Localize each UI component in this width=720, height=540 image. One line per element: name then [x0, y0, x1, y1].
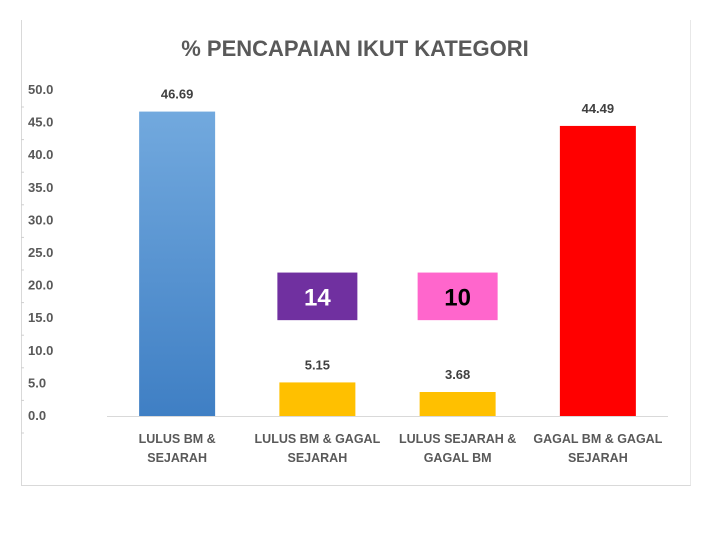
annotation-box — [277, 272, 358, 321]
bar — [419, 392, 496, 416]
y-tick-label: 25.0 — [28, 245, 53, 260]
data-label: 3.68 — [445, 367, 470, 382]
x-axis: LULUS BM & SEJARAH LULUS BM & GAGAL SEJARAH… — [107, 416, 668, 465]
x-tick-label-line: LULUS BM & GAGAL — [255, 432, 381, 446]
bars: 46.69 5.15 3.68 44.49 — [139, 87, 636, 416]
y-tick-label: 45.0 — [28, 115, 53, 130]
x-tick-label: GAGAL BM & GAGAL SEJARAH — [533, 432, 662, 465]
annotations: 14 10 — [277, 272, 498, 321]
x-tick-label-line: LULUS BM & — [139, 432, 216, 446]
x-tick-label-line: LULUS SEJARAH & — [399, 432, 516, 446]
y-axis: 0.0 5.0 10.0 15.0 20.0 25.0 30.0 35.0 40.0 45.0 50… — [21, 82, 53, 434]
x-tick-label-line: GAGAL BM — [424, 451, 492, 465]
chart-frame — [21, 20, 691, 486]
y-tick-label: 10.0 — [28, 343, 53, 358]
y-tick-label: 20.0 — [28, 278, 53, 293]
bar — [559, 125, 636, 416]
x-tick-label-line: SEJARAH — [568, 451, 628, 465]
data-label: 44.49 — [582, 101, 615, 116]
annotation-label: 14 — [304, 284, 331, 311]
data-label: 5.15 — [305, 357, 330, 372]
y-tick-label: 35.0 — [28, 180, 53, 195]
bar — [139, 111, 216, 416]
annotation-label: 10 — [444, 284, 471, 311]
x-tick-label: LULUS BM & SEJARAH — [139, 432, 216, 465]
data-label: 46.69 — [161, 87, 194, 102]
x-tick-label-line: SEJARAH — [288, 451, 348, 465]
y-tick-label: 30.0 — [28, 212, 53, 227]
y-tick-label: 15.0 — [28, 310, 53, 325]
annotation-box — [417, 272, 498, 321]
y-tick-label: 0.0 — [28, 408, 46, 423]
x-tick-label-line: SEJARAH — [147, 451, 207, 465]
y-tick-label: 5.0 — [28, 375, 46, 390]
bar — [279, 382, 356, 416]
y-tick-label: 40.0 — [28, 147, 53, 162]
x-tick-label: LULUS SEJARAH & GAGAL BM — [399, 432, 516, 465]
chart-title: % PENCAPAIAN IKUT KATEGORI — [181, 36, 529, 61]
x-tick-label-line: GAGAL BM & GAGAL — [533, 432, 662, 446]
x-tick-label: LULUS BM & GAGAL SEJARAH — [255, 432, 381, 465]
y-tick-label: 50.0 — [28, 82, 53, 97]
